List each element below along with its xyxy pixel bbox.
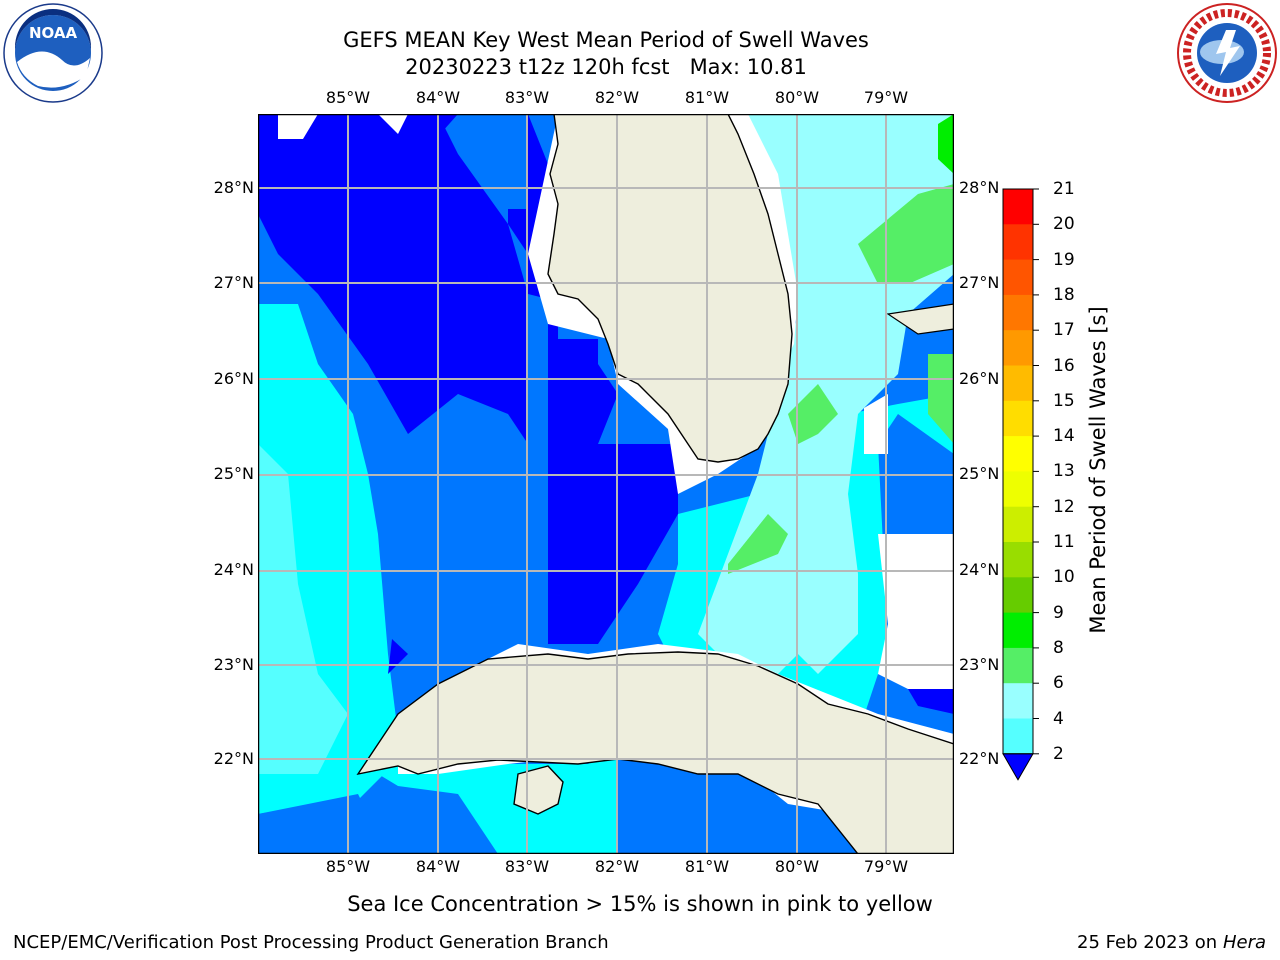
colorbar-tick-label: 19 xyxy=(1053,249,1075,270)
colorbar-tick-label: 16 xyxy=(1053,355,1075,376)
lat-label-right: 22°N xyxy=(959,749,1000,768)
date-text: 25 Feb 2023 on xyxy=(1077,932,1218,953)
colorbar-tick-label: 13 xyxy=(1053,461,1075,482)
bahamas-land xyxy=(886,303,954,335)
ocean-period-9-10 xyxy=(728,514,788,574)
graticule xyxy=(258,114,954,854)
ocean-period-2-4 xyxy=(258,114,678,644)
lat-label-left: 26°N xyxy=(213,369,254,388)
colorbar-band xyxy=(1003,542,1033,578)
colorbar-tick-label: 17 xyxy=(1053,320,1075,341)
lon-label-top: 80°W xyxy=(774,88,820,107)
colorbar-band xyxy=(1003,400,1033,437)
lon-label-bottom: 79°W xyxy=(863,857,909,876)
colorbar-band xyxy=(1003,647,1033,684)
colorbar-tick-label: 21 xyxy=(1053,179,1075,199)
colorbar-tick-label: 15 xyxy=(1053,390,1075,411)
colorbar-band xyxy=(1003,683,1033,719)
colorbar-tick-label: 9 xyxy=(1053,602,1064,623)
noaa-logo: NOAA xyxy=(3,3,103,103)
colorbar-band xyxy=(1003,189,1033,225)
ocean-period-2-4-patch xyxy=(258,794,388,854)
svg-text:NOAA: NOAA xyxy=(29,24,78,42)
lon-label-bottom: 85°W xyxy=(325,857,371,876)
colorbar-band xyxy=(1003,259,1033,296)
colorbar-band xyxy=(1003,471,1033,508)
colorbar-band xyxy=(1003,330,1033,366)
lat-label-right: 23°N xyxy=(959,655,1000,674)
ocean-period-10-11 xyxy=(938,114,954,174)
lat-label-right: 26°N xyxy=(959,369,1000,388)
lat-label-left: 28°N xyxy=(213,178,254,197)
lon-label-top: 81°W xyxy=(684,88,730,107)
colorbar-band xyxy=(1003,577,1033,614)
national-weather-service-logo xyxy=(1177,3,1277,103)
colorbar-tick-label: 10 xyxy=(1053,567,1075,588)
lon-label-bottom: 81°W xyxy=(684,857,730,876)
colorbar-tick-label: 11 xyxy=(1053,532,1075,552)
lon-label-top: 85°W xyxy=(325,88,371,107)
lon-label-top: 83°W xyxy=(504,88,550,107)
colorbar-band xyxy=(1003,294,1033,331)
lat-label-left: 25°N xyxy=(213,464,254,483)
colorbar-tick-label: 8 xyxy=(1053,637,1064,658)
lat-label-left: 23°N xyxy=(213,655,254,674)
colorbar-tick-label: 2 xyxy=(1053,743,1064,764)
ocean-period-9-10 xyxy=(858,184,954,284)
lon-label-top: 84°W xyxy=(415,88,461,107)
colorbar-band xyxy=(1003,718,1033,755)
lon-label-bottom: 83°W xyxy=(504,857,550,876)
sea-ice-note: Sea Ice Concentration > 15% is shown in … xyxy=(347,892,933,916)
cuba-land xyxy=(356,651,954,854)
lat-label-right: 27°N xyxy=(959,273,1000,292)
colorbar-band xyxy=(1003,224,1033,261)
colorbar-label: Mean Period of Swell Waves [s] xyxy=(1086,306,1110,634)
colorbar-band xyxy=(1003,612,1033,649)
ocean-period-2-4-east xyxy=(908,689,954,714)
chart-title-line-2: 20230223 t12z 120h fcst Max: 10.81 xyxy=(405,55,807,79)
colorbar-band xyxy=(1003,365,1033,402)
lat-label-left: 27°N xyxy=(213,273,254,292)
lon-label-top: 79°W xyxy=(863,88,909,107)
no-data-area xyxy=(278,114,318,139)
ocean-period-9-10 xyxy=(788,384,838,444)
colorbar-extend-arrow xyxy=(1002,753,1034,781)
colorbar-band xyxy=(1003,506,1033,543)
swell-period-map xyxy=(258,114,954,854)
colorbar-band xyxy=(1003,436,1033,472)
lon-label-bottom: 84°W xyxy=(415,857,461,876)
no-data-area xyxy=(378,114,408,134)
colorbar-tick-label: 6 xyxy=(1053,673,1064,694)
host-name: Hera xyxy=(1222,932,1266,953)
lat-label-right: 28°N xyxy=(959,178,1000,197)
no-data-area xyxy=(864,394,888,454)
ocean-period-9-10 xyxy=(928,354,954,444)
lat-label-left: 24°N xyxy=(213,560,254,579)
lon-label-bottom: 80°W xyxy=(774,857,820,876)
colorbar-tick-label: 14 xyxy=(1053,426,1075,447)
map-frame xyxy=(258,114,954,854)
lon-label-bottom: 82°W xyxy=(594,857,640,876)
date-stamp: 25 Feb 2023 on Hera xyxy=(1077,932,1266,954)
lat-label-right: 24°N xyxy=(959,560,1000,579)
chart-title-line-1: GEFS MEAN Key West Mean Period of Swell … xyxy=(343,28,869,52)
florida-land xyxy=(547,114,793,463)
lon-label-top: 82°W xyxy=(594,88,640,107)
colorbar-tick-label: 20 xyxy=(1053,214,1075,235)
lat-label-left: 22°N xyxy=(213,749,254,768)
ocean-period-8-9 xyxy=(258,444,348,774)
branch-credit: NCEP/EMC/Verification Post Processing Pr… xyxy=(13,932,609,953)
no-data-area xyxy=(878,534,954,694)
ocean-period-2-4-north xyxy=(258,114,528,444)
colorbar-tick-label: 18 xyxy=(1053,284,1075,305)
lat-label-right: 25°N xyxy=(959,464,1000,483)
colorbar-tick-label: 12 xyxy=(1053,496,1075,517)
colorbar xyxy=(1002,188,1039,781)
colorbar-tick-label: 4 xyxy=(1053,708,1064,729)
